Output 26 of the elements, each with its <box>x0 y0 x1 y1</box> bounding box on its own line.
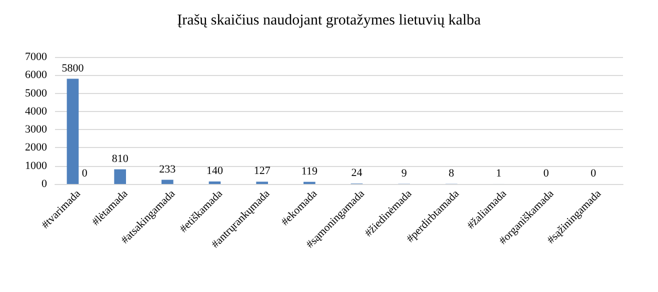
y-tick-label: 0 <box>42 178 48 190</box>
y-tick-label: 4000 <box>25 105 48 118</box>
data-label: 0 <box>543 168 550 180</box>
data-label: 127 <box>254 165 271 178</box>
bar <box>162 180 174 184</box>
y-tick-label: 6000 <box>25 69 48 82</box>
chart-title: Įrašų skaičius naudojant grotažymes lietuvių kalba <box>177 12 482 28</box>
data-label: 140 <box>206 164 224 177</box>
y-tick-label: 5000 <box>25 87 48 100</box>
data-label: 233 <box>159 163 176 176</box>
y-tick-label: 3000 <box>25 124 48 136</box>
data-label: 5800 <box>62 62 84 74</box>
data-label: 24 <box>351 167 363 180</box>
y-tick-label: 2000 <box>25 142 48 154</box>
data-label: 810 <box>112 152 129 165</box>
data-label: 0 <box>590 168 597 180</box>
y-tick-label: 1000 <box>25 160 48 172</box>
y-tick-label: 7000 <box>25 51 48 63</box>
data-label: 8 <box>448 167 455 180</box>
data-label: 1 <box>496 167 502 180</box>
data-label: 9 <box>401 167 408 180</box>
bar <box>208 181 221 184</box>
bar <box>66 78 79 184</box>
bar <box>114 169 126 184</box>
data-label: 0 <box>82 168 88 180</box>
data-label: 119 <box>301 165 318 178</box>
